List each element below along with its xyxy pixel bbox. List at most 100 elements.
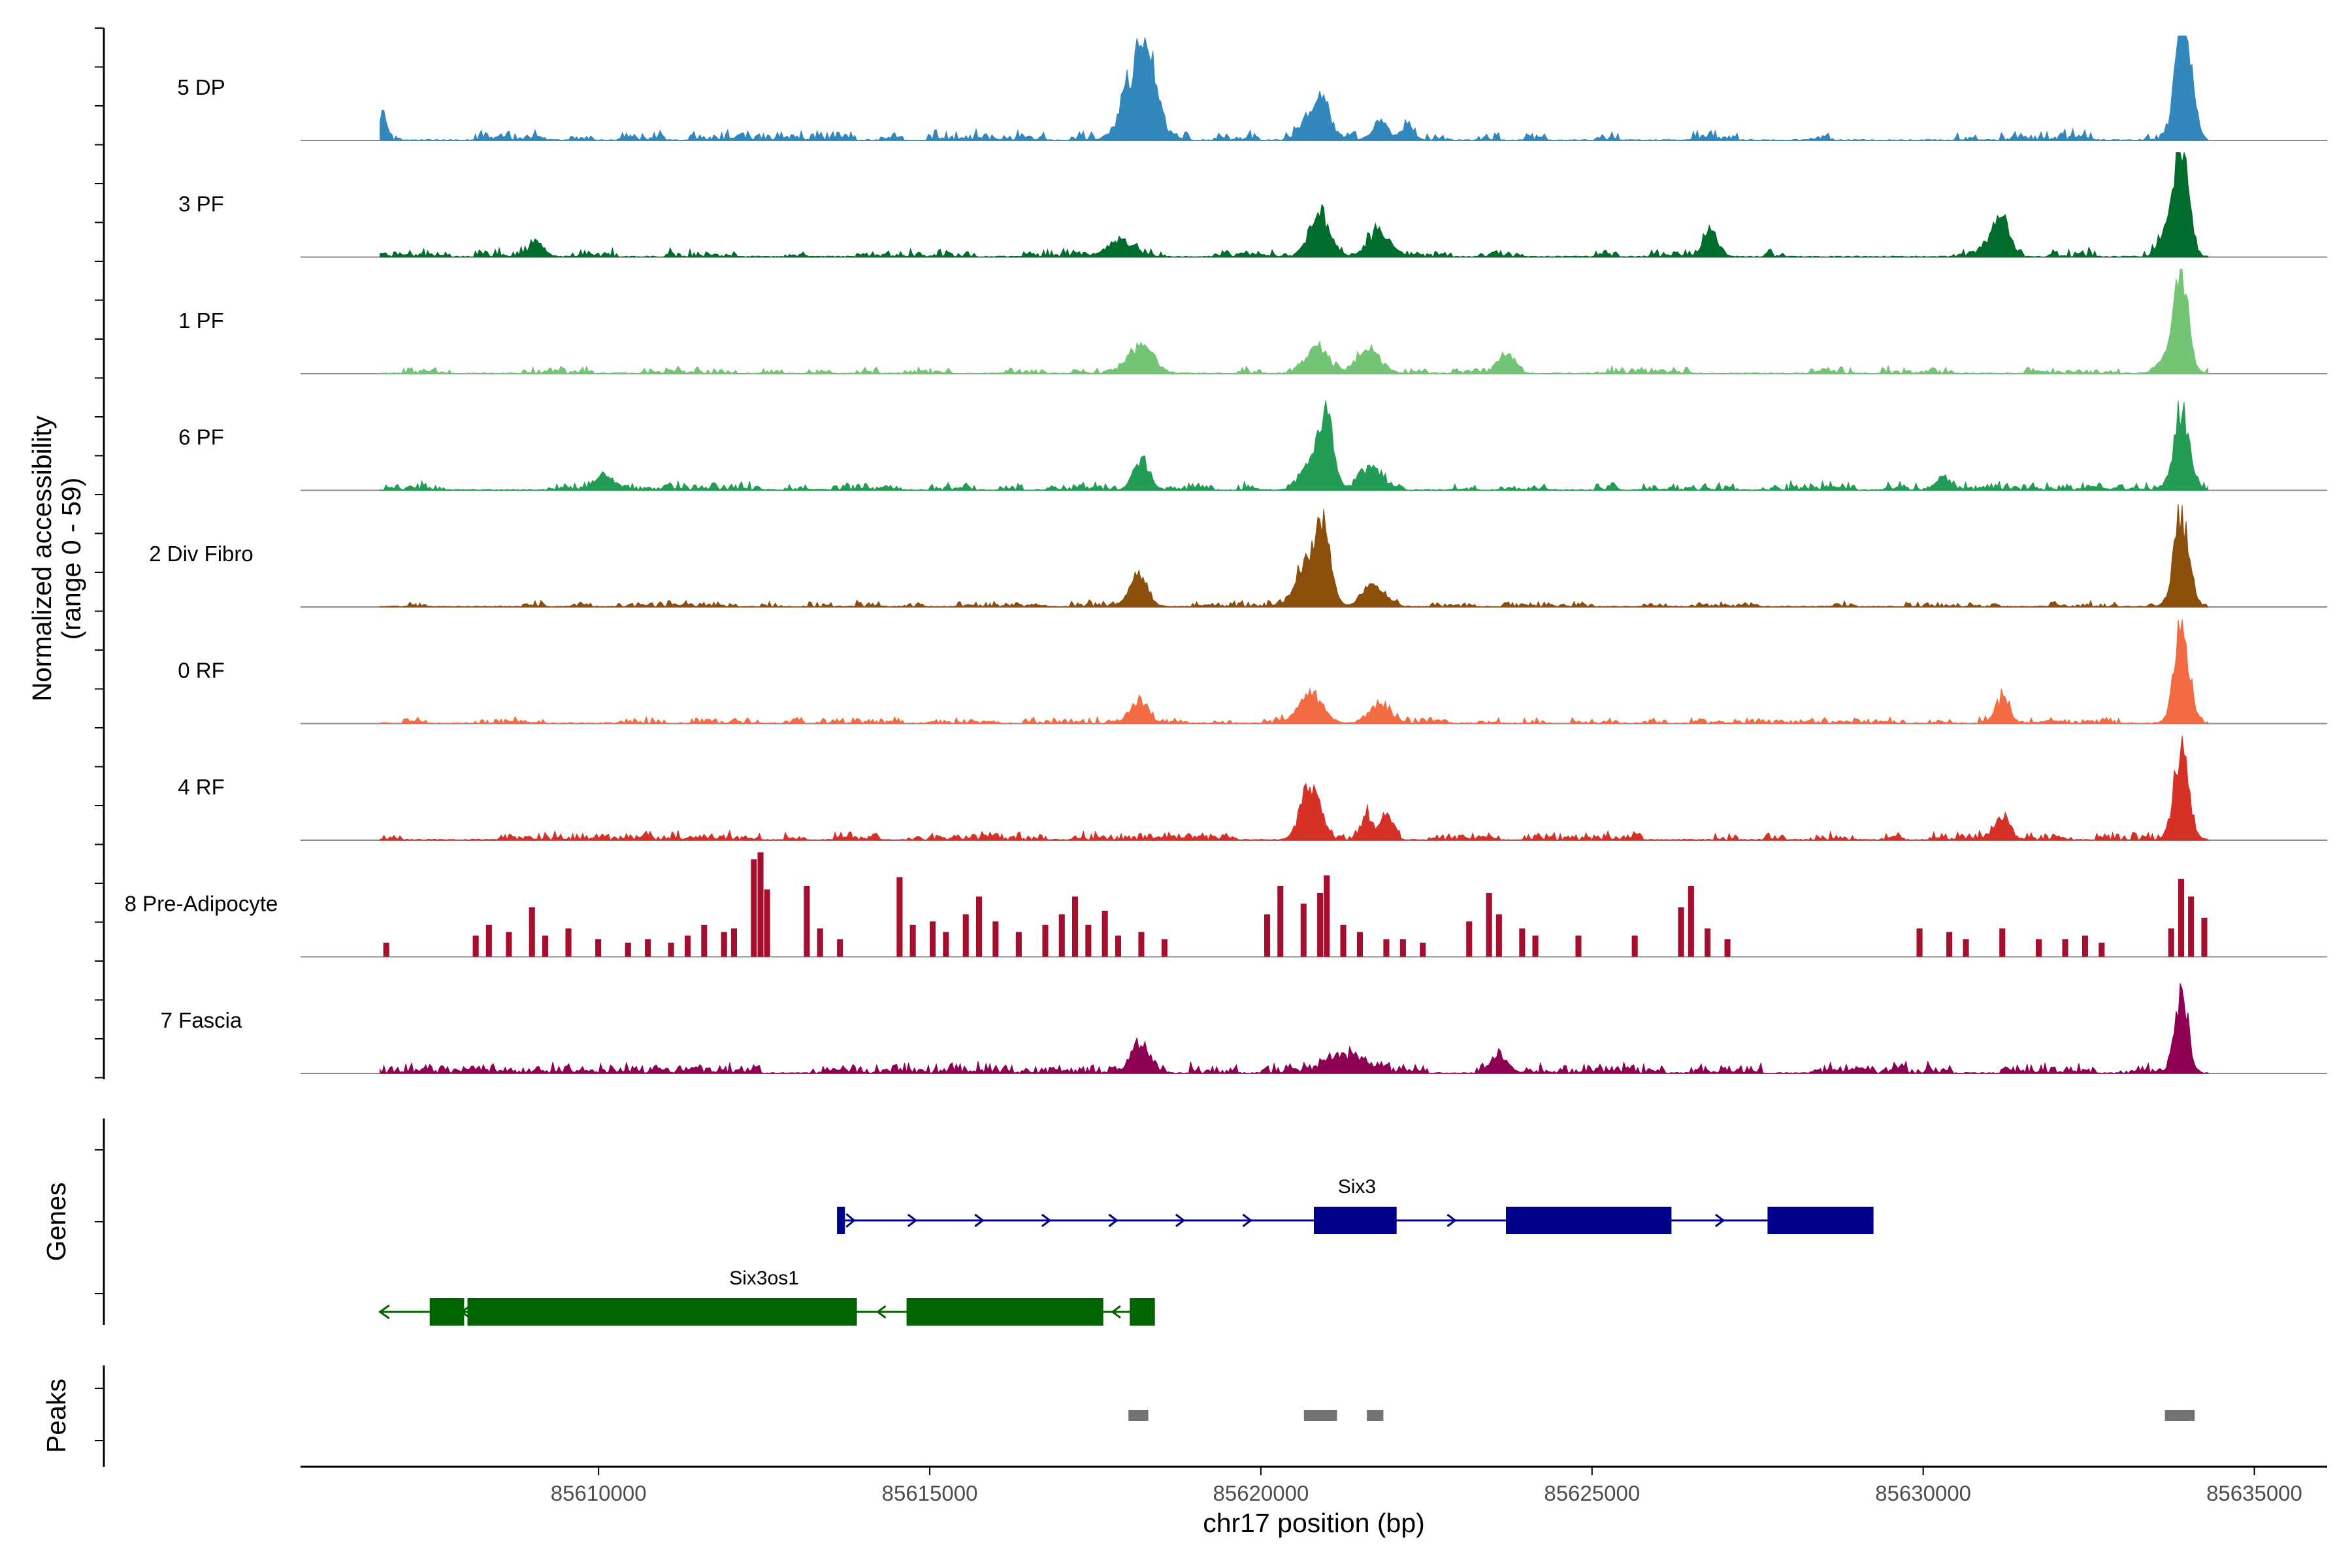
coverage-bar (2082, 936, 2088, 957)
x-tick-label: 85625000 (1544, 1481, 1640, 1505)
coverage-track (301, 735, 2327, 841)
coverage-bar (701, 924, 708, 957)
gene-model (837, 1207, 1874, 1234)
track-label: 8 Pre-Adipocyte (125, 892, 278, 916)
strand-arrow (876, 1305, 887, 1319)
gene-exon (1767, 1207, 1874, 1234)
peak-region (2164, 1410, 2195, 1421)
track-label: 6 PF (178, 425, 224, 449)
coverage-bar (529, 907, 535, 957)
track-labels: 5 DP 3 PF 1 PF 6 PF 2 Div Fibro 0 RF 4 R… (125, 75, 278, 1032)
coverage-bar (1724, 939, 1731, 957)
x-tick-label: 85635000 (2206, 1481, 2302, 1505)
peak-region (1303, 1410, 1337, 1421)
coverage-track (301, 400, 2327, 491)
coverage-area (380, 619, 2208, 725)
coverage-bar (751, 859, 757, 957)
coverage-track (301, 35, 2327, 142)
coverage-bar (565, 928, 572, 957)
x-tick-label: 85610000 (551, 1481, 647, 1505)
coverage-bar (1495, 914, 1502, 957)
coverage-bar (1072, 896, 1079, 957)
peaks-panel-label: Peaks (41, 1379, 71, 1453)
coverage-bar (1102, 911, 1108, 957)
coverage-area (380, 269, 2208, 375)
coverage-bar (1300, 904, 1307, 957)
coverage-bar (1264, 914, 1271, 957)
peak-regions (1128, 1410, 2195, 1421)
gene-exon (906, 1298, 1103, 1326)
strand-arrow (907, 1213, 918, 1228)
coverage-bar (757, 852, 764, 957)
track-label: 5 DP (177, 75, 225, 99)
coverage-bar (909, 924, 916, 957)
coverage-bar (2201, 917, 2208, 957)
x-tick-label: 85630000 (1875, 1481, 1971, 1505)
coverage-bar (730, 928, 737, 957)
y-axis-title-line2: (range 0 - 59) (56, 478, 86, 640)
coverage-bar (764, 889, 770, 957)
gene-exon (1506, 1207, 1672, 1234)
coverage-bar (1688, 886, 1694, 957)
gene-exon (467, 1298, 857, 1326)
coverage-bar (1399, 939, 1406, 957)
coverage-bar (2062, 939, 2068, 957)
track-label: 4 RF (178, 775, 225, 799)
coverage-bar (1138, 932, 1145, 957)
track-label: 2 Div Fibro (149, 542, 253, 566)
coverage-bar (542, 936, 549, 957)
coverage-bar (1015, 932, 1022, 957)
coverage-area (380, 400, 2208, 491)
gene-models (378, 1207, 1874, 1326)
coverage-bar (992, 921, 999, 957)
gene-exon (1130, 1298, 1155, 1326)
coverage-bar (1999, 928, 2006, 957)
gene-exon (429, 1298, 465, 1326)
coverage-bar (1058, 914, 1065, 957)
strand-arrow (1111, 1305, 1121, 1319)
x-tick-label: 85620000 (1213, 1481, 1309, 1505)
strand-arrow (1108, 1213, 1119, 1228)
strand-arrow (845, 1213, 856, 1228)
coverage-bar (2188, 896, 2195, 957)
coverage-bar (595, 939, 602, 957)
x-axis-ticks (598, 1467, 2255, 1475)
coverage-area (380, 151, 2208, 258)
peak-region (1128, 1410, 1149, 1421)
coverage-track (301, 983, 2327, 1075)
coverage-bar (1115, 936, 1121, 957)
gene-model (378, 1298, 1155, 1326)
coverage-bar (896, 877, 903, 957)
coverage-track (301, 151, 2327, 258)
coverage-bar (1575, 936, 1582, 957)
gene-exon (1314, 1207, 1397, 1234)
coverage-bar (668, 942, 674, 957)
coverage-bar (472, 936, 479, 957)
gene-label-six3: Six3 (1338, 1176, 1376, 1198)
coverage-bar (685, 936, 691, 957)
track-label: 3 PF (178, 192, 224, 216)
coverage-bar (1356, 932, 1363, 957)
coverage-bar (1340, 924, 1347, 957)
coverage-bar (804, 886, 810, 957)
gene-label-six3os1: Six3os1 (729, 1267, 799, 1289)
peak-region (1367, 1410, 1384, 1421)
strand-arrow (974, 1213, 985, 1228)
coverage-area (380, 983, 2208, 1075)
strand-arrow (1175, 1213, 1186, 1228)
coverage-track (301, 619, 2327, 725)
coverage-bar (1678, 907, 1684, 957)
coverage-track (301, 852, 2327, 958)
coverage-bar (2036, 939, 2042, 957)
coverage-bar (1277, 886, 1284, 957)
y-axis-ticks (95, 27, 104, 1441)
coverage-bar (1420, 942, 1426, 957)
coverage-bar (1532, 936, 1539, 957)
coverage-bar (1085, 924, 1092, 957)
strand-arrow (1041, 1213, 1052, 1228)
coverage-bar (645, 939, 651, 957)
coverage-bar (721, 932, 727, 957)
track-label: 0 RF (178, 659, 225, 683)
